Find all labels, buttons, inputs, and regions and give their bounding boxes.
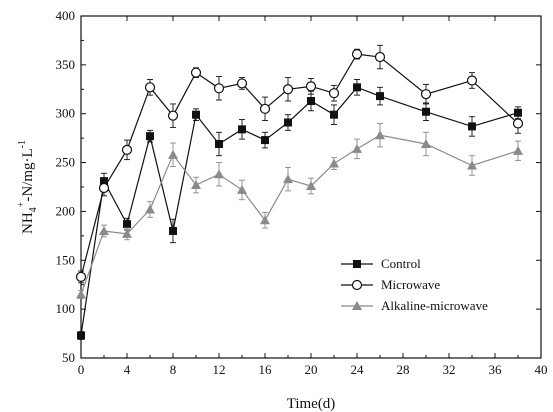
data-point <box>214 169 224 179</box>
data-point <box>422 107 430 116</box>
data-point <box>145 204 155 214</box>
data-point <box>351 279 363 291</box>
y-tick-label: 150 <box>56 252 76 267</box>
data-point <box>421 139 431 149</box>
x-tick-label: 28 <box>397 362 410 377</box>
data-point <box>375 130 385 140</box>
data-point <box>191 180 201 190</box>
data-point <box>330 110 338 119</box>
data-point <box>328 88 340 99</box>
data-point <box>307 97 315 106</box>
data-point <box>351 49 363 60</box>
data-point <box>190 67 202 78</box>
data-point <box>374 51 386 63</box>
data-point <box>98 182 110 194</box>
data-point <box>167 110 179 121</box>
data-point <box>329 158 339 168</box>
data-point <box>353 260 361 268</box>
data-point <box>284 118 292 127</box>
data-point <box>261 136 269 145</box>
series-microwave <box>75 44 524 284</box>
data-point <box>305 81 317 92</box>
data-point <box>259 103 271 114</box>
data-point <box>99 225 109 235</box>
data-point <box>353 83 361 92</box>
y-axis-title: NH4+-N/mg·L-1 <box>16 140 39 234</box>
data-point <box>213 83 225 94</box>
series-layer <box>75 44 524 340</box>
data-point <box>513 145 523 155</box>
x-tick-label: 8 <box>170 362 177 377</box>
data-point <box>468 122 476 131</box>
data-point <box>282 84 294 95</box>
data-point <box>123 220 131 229</box>
series-alkaline-microwave <box>76 123 523 299</box>
series-line <box>80 134 519 295</box>
data-point <box>306 181 316 191</box>
ticks-layer: 0 4 8 12 16 20 24 28 32 36 40 50 100 150 200 250 300 350 4… <box>56 8 548 377</box>
data-point <box>76 289 86 299</box>
data-point <box>237 184 247 194</box>
y-tick-label: 350 <box>56 57 76 72</box>
legend-item: Control <box>341 256 421 271</box>
legend: Control Microwave Alkaline-microwave <box>341 256 488 313</box>
x-tick-label: 40 <box>535 362 548 377</box>
x-tick-label: 32 <box>443 362 456 377</box>
data-point <box>121 144 133 155</box>
data-point <box>283 174 293 184</box>
x-tick-label: 20 <box>305 362 318 377</box>
data-point <box>238 125 246 134</box>
data-point <box>260 215 270 225</box>
data-point <box>420 89 432 100</box>
legend-item: Microwave <box>341 277 440 292</box>
y-tick-label: 300 <box>56 106 76 121</box>
data-point <box>146 132 154 141</box>
x-tick-label: 36 <box>489 362 503 377</box>
data-point <box>215 140 223 149</box>
data-point <box>144 82 156 93</box>
data-point <box>122 228 132 238</box>
x-tick-label: 24 <box>351 362 365 377</box>
y-tick-label: 200 <box>56 203 76 218</box>
data-point <box>236 78 248 89</box>
legend-label: Alkaline-microwave <box>381 298 488 313</box>
data-point <box>376 92 384 101</box>
y-tick-label: 400 <box>56 8 76 23</box>
y-tick-label: 50 <box>62 350 75 365</box>
x-tick-label: 12 <box>213 362 226 377</box>
legend-label: Microwave <box>381 277 440 292</box>
data-point <box>168 149 178 159</box>
data-point <box>192 110 200 119</box>
data-point <box>514 108 522 117</box>
y-tick-label: 100 <box>56 301 76 316</box>
legend-item: Alkaline-microwave <box>341 298 488 313</box>
x-tick-label: 4 <box>124 362 131 377</box>
data-point <box>352 143 362 153</box>
x-axis-title: Time(d) <box>287 396 336 412</box>
data-point <box>352 301 362 310</box>
legend-label: Control <box>381 256 421 271</box>
data-point <box>77 331 85 340</box>
data-point <box>75 271 87 282</box>
data-point <box>169 226 177 235</box>
y-tick-label: 250 <box>56 155 76 170</box>
data-point <box>512 118 524 129</box>
x-tick-label: 0 <box>78 362 85 377</box>
data-point <box>467 160 477 170</box>
x-tick-label: 16 <box>259 362 273 377</box>
data-point <box>466 75 478 86</box>
